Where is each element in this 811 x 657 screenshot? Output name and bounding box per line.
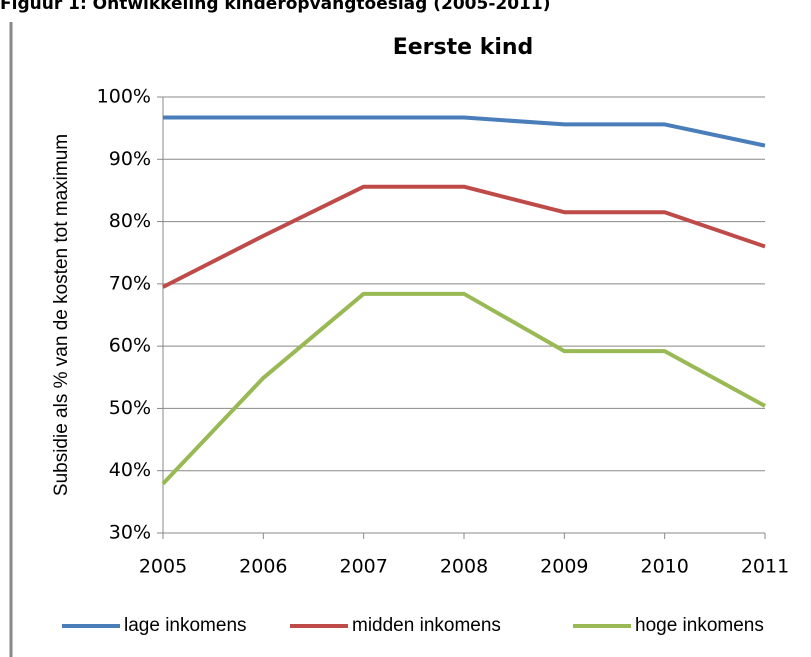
x-tick-label: 2008: [440, 556, 488, 578]
y-tick-label: 100%: [97, 86, 151, 108]
x-tick-label: 2010: [640, 556, 688, 578]
figure-heading: Figuur 1: Ontwikkeling kinderopvangtoesl…: [0, 0, 550, 14]
series-line: [162, 184, 766, 289]
y-tick-label: 90%: [109, 148, 151, 170]
chart-title: Eerste kind: [393, 35, 534, 60]
legend-label: hoge inkomens: [635, 615, 764, 636]
legend-label: midden inkomens: [352, 615, 501, 636]
y-axis-label: Subsidie als % van de kosten tot maximum: [51, 134, 72, 496]
x-tick-label: 2006: [239, 556, 287, 578]
y-tick-label: 70%: [109, 272, 151, 294]
series-line: [163, 115, 766, 148]
x-tick-label: 2007: [339, 556, 387, 578]
legend-label: lage inkomens: [124, 615, 247, 636]
x-tick-label: 2011: [741, 556, 789, 578]
y-tick-label: 80%: [109, 210, 151, 232]
series-line: [161, 291, 766, 486]
x-tick-label: 2005: [139, 556, 187, 578]
y-tick-label: 50%: [109, 397, 151, 419]
y-tick-label: 60%: [109, 335, 151, 357]
y-tick-label: 30%: [109, 522, 151, 544]
x-tick-label: 2009: [540, 556, 588, 578]
y-tick-label: 40%: [109, 459, 151, 481]
